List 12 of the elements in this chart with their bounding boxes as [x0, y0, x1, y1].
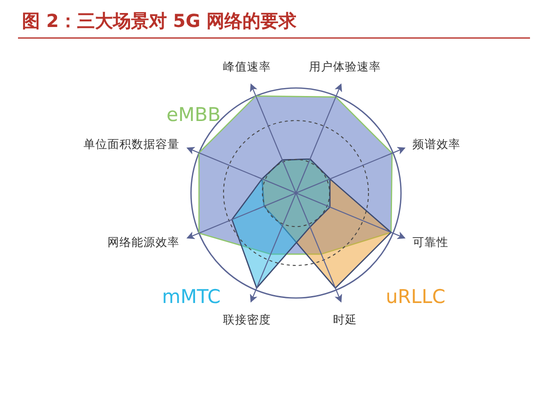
- spoke-label: 峰值速率: [222, 60, 271, 74]
- spoke-label: 用户体验速率: [309, 60, 382, 74]
- spoke-label: 频谱效率: [412, 136, 460, 151]
- spoke-label: 单位面积数据容量: [84, 136, 180, 151]
- spoke-label: 时延: [333, 312, 358, 326]
- title: 图 2：三大场景对 5G 网络的要求: [22, 11, 297, 32]
- series-label: uRLLC: [386, 286, 446, 308]
- spoke-label: 网络能源效率: [108, 235, 180, 250]
- spoke-label: 联接密度: [222, 312, 271, 326]
- series-label: mMTC: [162, 286, 221, 308]
- spoke-label: 可靠性: [412, 235, 448, 250]
- series-label: eMBB: [166, 104, 221, 126]
